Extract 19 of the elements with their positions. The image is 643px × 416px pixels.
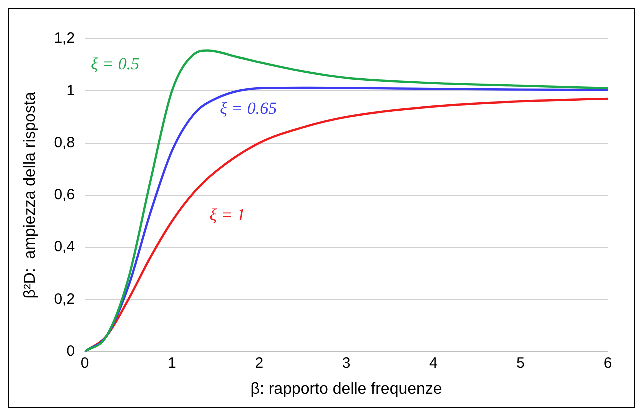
x-tick-label: 4	[430, 354, 438, 372]
series-label: ξ = 0.65	[220, 98, 278, 118]
y-tick-label: 1,2	[54, 30, 76, 48]
x-tick-label: 3	[342, 354, 351, 372]
y-tick-label: 0,8	[54, 134, 76, 152]
y-tick-label: 1	[66, 82, 76, 100]
x-tick-label: 2	[255, 354, 264, 372]
y-tick-label: 0,2	[54, 290, 76, 308]
x-axis-title: β: rapporto delle frequenze	[250, 380, 442, 398]
x-tick-label: 6	[604, 354, 612, 372]
y-tick-label: 0,4	[54, 238, 76, 256]
y-tick-label: 0,6	[54, 186, 76, 204]
y-tick-label: 0	[66, 342, 76, 360]
text: ξ = 0.5	[91, 54, 140, 74]
y-axis-title: β²D: ampiezza della risposta	[22, 92, 40, 299]
x-tick-label: 0	[80, 354, 90, 372]
x-tick-label: 5	[516, 354, 526, 372]
x-tick-label: 1	[168, 354, 176, 372]
series-label: ξ = 1	[210, 206, 246, 225]
